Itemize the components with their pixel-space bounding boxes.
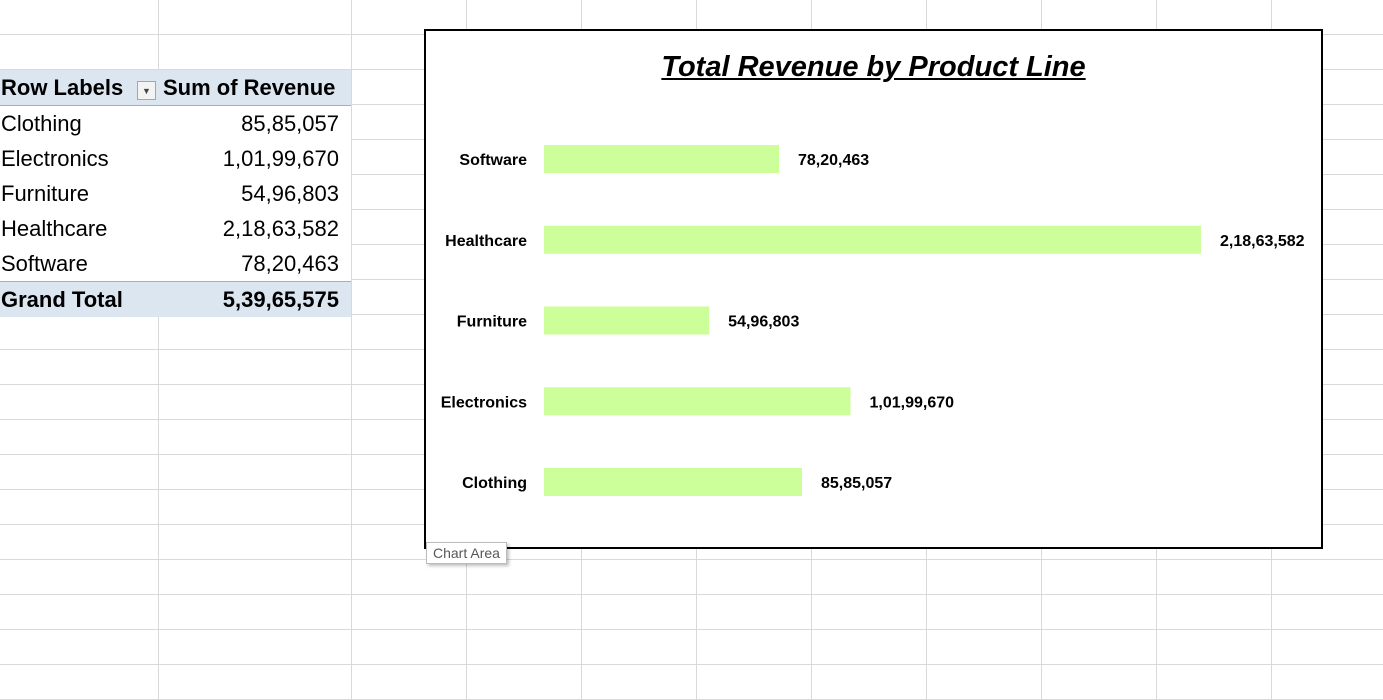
bar-chart[interactable]: Total Revenue by Product Line Software 78…: [424, 29, 1323, 549]
data-label[interactable]: 1,01,99,670: [869, 394, 954, 411]
dropdown-arrow-icon[interactable]: ▼: [137, 81, 156, 100]
data-label[interactable]: 85,85,057: [821, 475, 892, 492]
chart-plot-area[interactable]: Software 78,20,463 Healthcare 2,18,63,582 Fu…: [426, 31, 1321, 547]
pivot-header-row: Row Labels Sum of Revenue ▼: [0, 70, 351, 106]
table-row[interactable]: Clothing 85,85,057: [0, 106, 351, 141]
sum-of-revenue-header[interactable]: Sum of Revenue: [163, 74, 336, 100]
bar[interactable]: [544, 306, 710, 335]
pivot-table: Row Labels Sum of Revenue ▼ Clothing 85,8…: [0, 70, 351, 317]
chart-area-tooltip: Chart Area: [426, 542, 507, 564]
table-row[interactable]: Electronics 1,01,99,670: [0, 141, 351, 176]
bar[interactable]: [544, 145, 780, 173]
bar[interactable]: [544, 387, 851, 416]
row-value: 85,85,057: [241, 110, 339, 136]
row-value: 1,01,99,670: [222, 145, 339, 171]
category-label[interactable]: Electronics: [441, 394, 527, 411]
category-label[interactable]: Software: [459, 152, 527, 169]
row-value: 78,20,463: [241, 250, 339, 276]
category-label[interactable]: Furniture: [457, 314, 527, 331]
category-label[interactable]: Clothing: [462, 475, 527, 492]
grand-total-label: Grand Total: [1, 286, 123, 312]
row-label: Furniture: [1, 180, 90, 206]
table-row[interactable]: Healthcare 2,18,63,582: [0, 211, 351, 246]
bar[interactable]: [544, 468, 802, 496]
category-label[interactable]: Healthcare: [445, 233, 527, 250]
data-label[interactable]: 78,20,463: [798, 152, 869, 169]
grand-total-row[interactable]: Grand Total 5,39,65,575: [0, 281, 351, 317]
table-row[interactable]: Furniture 54,96,803: [0, 176, 351, 211]
table-row[interactable]: Software 78,20,463: [0, 246, 351, 281]
data-label[interactable]: 54,96,803: [728, 314, 799, 331]
data-label[interactable]: 2,18,63,582: [1220, 233, 1305, 250]
row-label: Clothing: [1, 110, 82, 136]
row-value: 2,18,63,582: [222, 215, 339, 241]
row-label: Healthcare: [1, 215, 108, 241]
row-value: 54,96,803: [241, 180, 339, 206]
chart-title[interactable]: Total Revenue by Product Line: [661, 51, 1086, 83]
row-labels-header[interactable]: Row Labels: [1, 74, 124, 100]
grand-total-value: 5,39,65,575: [222, 286, 339, 312]
bar[interactable]: [544, 225, 1201, 254]
row-label: Software: [1, 250, 88, 276]
row-label: Electronics: [1, 145, 109, 171]
